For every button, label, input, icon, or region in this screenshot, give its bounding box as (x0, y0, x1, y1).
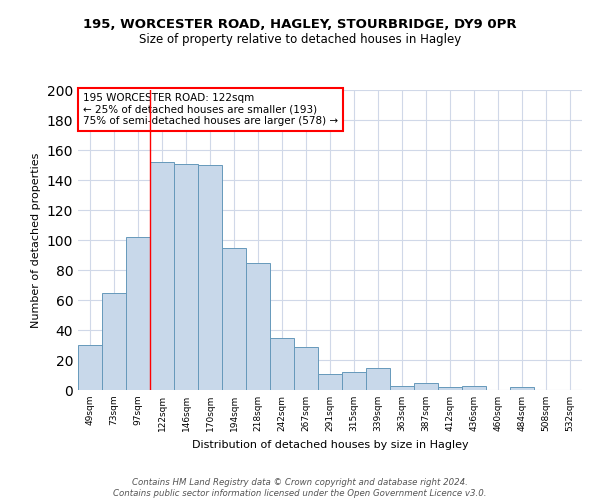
Text: Contains HM Land Registry data © Crown copyright and database right 2024.
Contai: Contains HM Land Registry data © Crown c… (113, 478, 487, 498)
Bar (438, 387, 462, 390)
Bar (390, 386, 414, 390)
Bar (270, 338, 294, 390)
Bar (294, 346, 318, 390)
Bar (462, 386, 486, 390)
Bar (246, 262, 270, 390)
Text: 195 WORCESTER ROAD: 122sqm
← 25% of detached houses are smaller (193)
75% of sem: 195 WORCESTER ROAD: 122sqm ← 25% of deta… (83, 93, 338, 126)
Bar (150, 162, 174, 390)
Bar (510, 387, 534, 390)
Bar (318, 374, 342, 390)
Bar (174, 164, 198, 390)
Text: Size of property relative to detached houses in Hagley: Size of property relative to detached ho… (139, 32, 461, 46)
Bar (414, 382, 438, 390)
Bar (78, 345, 102, 390)
Y-axis label: Number of detached properties: Number of detached properties (31, 152, 41, 328)
Bar (102, 292, 126, 390)
X-axis label: Distribution of detached houses by size in Hagley: Distribution of detached houses by size … (191, 440, 469, 450)
Bar (342, 372, 366, 390)
Text: 195, WORCESTER ROAD, HAGLEY, STOURBRIDGE, DY9 0PR: 195, WORCESTER ROAD, HAGLEY, STOURBRIDGE… (83, 18, 517, 30)
Bar (222, 248, 246, 390)
Bar (126, 237, 150, 390)
Bar (198, 165, 222, 390)
Bar (366, 368, 390, 390)
